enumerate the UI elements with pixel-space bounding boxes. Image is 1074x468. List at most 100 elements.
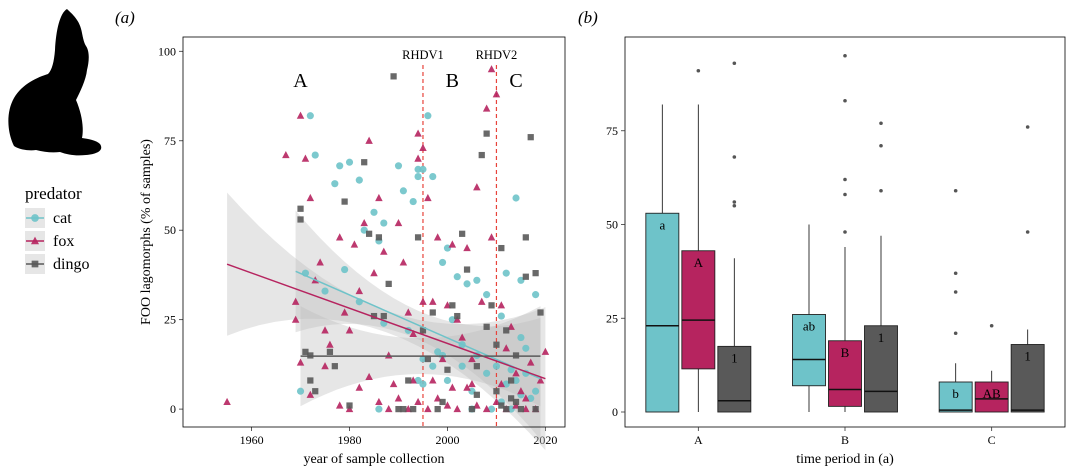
data-point-dingo (297, 216, 304, 223)
data-point-cat (355, 176, 363, 184)
scatter-plot-frame (182, 36, 566, 428)
data-point-fox (409, 329, 417, 338)
data-point-fox (429, 376, 437, 384)
outlier-cat (953, 331, 958, 336)
data-point-cat (443, 244, 452, 252)
data-point-fox (326, 340, 334, 348)
data-point-fox (301, 154, 310, 162)
outlier-fox (843, 98, 847, 103)
data-point-fox (433, 233, 442, 241)
data-point-fox (365, 372, 373, 380)
data-point-fox (355, 383, 364, 391)
data-point-dingo (488, 302, 495, 309)
data-point-dingo (312, 388, 319, 395)
data-point-cat (345, 158, 354, 166)
scatter-y-tick-label: 100 (158, 44, 176, 58)
significance-letter-cat: b (952, 386, 959, 401)
data-point-dingo (331, 363, 338, 370)
outlier-dingo (879, 188, 883, 193)
scatter-y-tick-label: 50 (164, 223, 176, 237)
data-point-dingo (532, 270, 539, 277)
data-point-fox (404, 308, 413, 316)
data-point-fox (463, 244, 471, 252)
data-point-fox (370, 269, 378, 277)
data-point-dingo (508, 395, 515, 402)
reference-label-rhdv2: RHDV2 (476, 48, 518, 62)
trend-line-cat (295, 270, 541, 380)
significance-letter-cat: a (659, 217, 665, 232)
data-point-dingo (400, 405, 407, 413)
data-point-fox (414, 154, 422, 162)
data-point-cat (321, 287, 329, 295)
data-point-fox (419, 297, 427, 305)
data-point-cat (296, 387, 305, 395)
data-point-cat (341, 265, 349, 274)
data-point-dingo (380, 312, 387, 320)
boxplot-x-tick-label: C (988, 433, 996, 447)
data-point-fox (291, 297, 300, 305)
data-point-dingo (297, 205, 304, 212)
scatter-y-tick-label: 25 (164, 313, 176, 327)
data-point-cat (429, 172, 437, 181)
data-point-fox (380, 247, 388, 255)
data-point-cat (414, 165, 422, 173)
data-point-fox (502, 344, 510, 352)
data-point-fox (424, 405, 432, 413)
significance-letter-cat: ab (803, 319, 815, 334)
data-point-fox (526, 358, 535, 366)
scatter-x-axis-title: year of sample collection (303, 452, 444, 467)
data-point-fox (512, 369, 520, 377)
data-point-fox (429, 297, 437, 305)
data-point-fox (443, 401, 452, 409)
data-point-cat (483, 369, 491, 377)
outlier-fox (843, 230, 847, 234)
data-point-fox (321, 326, 329, 334)
data-point-fox (355, 286, 364, 295)
boxplot-x-tick-label: B (841, 433, 849, 447)
data-point-dingo (385, 280, 392, 288)
data-point-fox (296, 111, 305, 119)
data-point-fox (340, 308, 349, 316)
box-cat (938, 381, 973, 413)
data-point-dingo (365, 230, 373, 237)
data-point-fox (296, 358, 305, 366)
data-point-dingo (395, 405, 402, 413)
data-point-dingo (503, 405, 510, 413)
data-point-cat (414, 376, 422, 385)
data-point-dingo (375, 234, 383, 241)
data-point-dingo (370, 312, 378, 320)
data-point-fox (306, 390, 315, 398)
data-point-dingo (468, 405, 476, 413)
data-point-dingo (522, 234, 529, 241)
data-point-cat (434, 348, 442, 356)
data-point-cat (507, 366, 515, 374)
panel-label-a: (a) (115, 8, 135, 27)
significance-letter-dingo: 1 (1024, 349, 1031, 364)
scatter-x-tick-label: 1980 (338, 433, 362, 447)
data-point-cat (414, 172, 422, 181)
data-point-fox (517, 387, 525, 395)
significance-letter-fox: A (694, 255, 704, 270)
reference-label-rhdv1: RHDV1 (402, 48, 444, 62)
data-point-fox (473, 183, 481, 191)
data-point-cat (424, 112, 432, 120)
scatter-y-axis-title: FOO lagomorphs (% of samples) (139, 139, 154, 325)
data-point-cat (331, 180, 339, 188)
data-point-fox (482, 405, 491, 413)
period-label-b: B (446, 70, 459, 92)
legend-marker-cat (31, 214, 39, 222)
data-point-dingo (429, 309, 436, 316)
data-point-dingo (478, 151, 485, 159)
panel-label-b: (b) (578, 8, 598, 27)
data-point-fox (321, 362, 329, 370)
data-point-dingo (493, 341, 500, 348)
data-point-fox (468, 379, 476, 388)
box-dingo (864, 325, 898, 413)
box-fox (974, 381, 1009, 413)
boxplot-y-tick-label: 50 (606, 218, 618, 232)
data-point-dingo (508, 377, 515, 384)
data-point-dingo (483, 323, 490, 330)
outlier-dingo (1025, 125, 1030, 129)
outlier-dingo (1025, 230, 1030, 234)
scatter-x-tick-label: 2020 (533, 433, 557, 447)
